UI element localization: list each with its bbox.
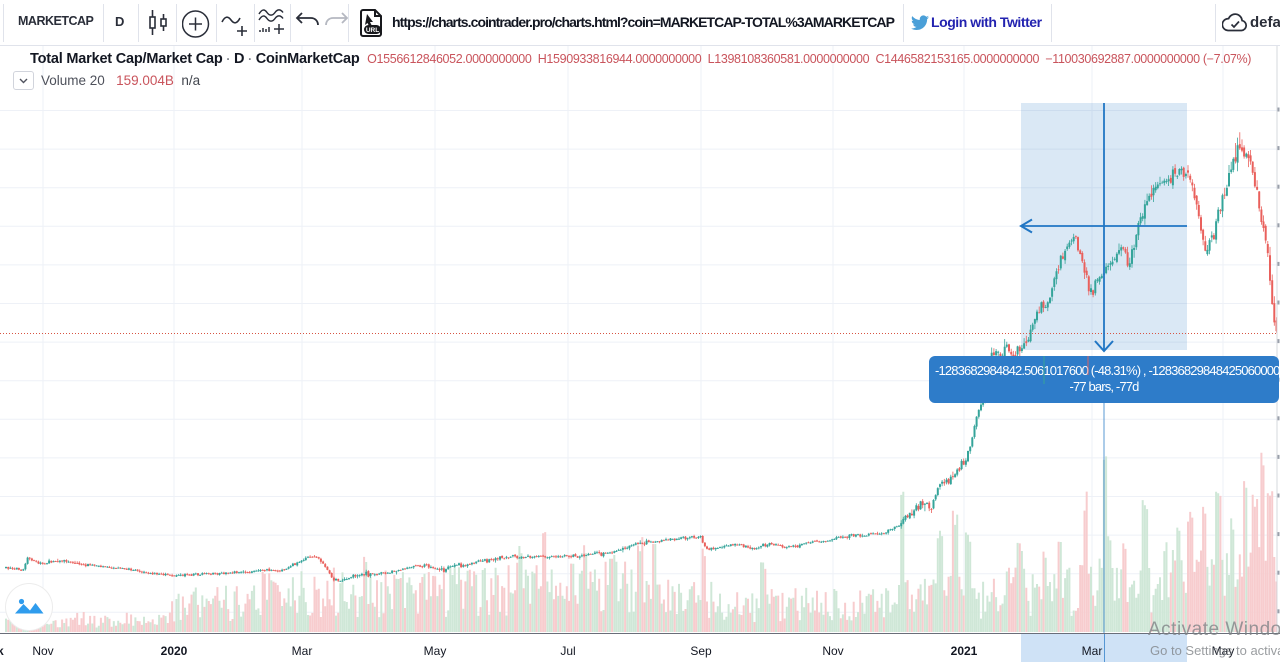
svg-text:URL: URL [366,27,379,34]
